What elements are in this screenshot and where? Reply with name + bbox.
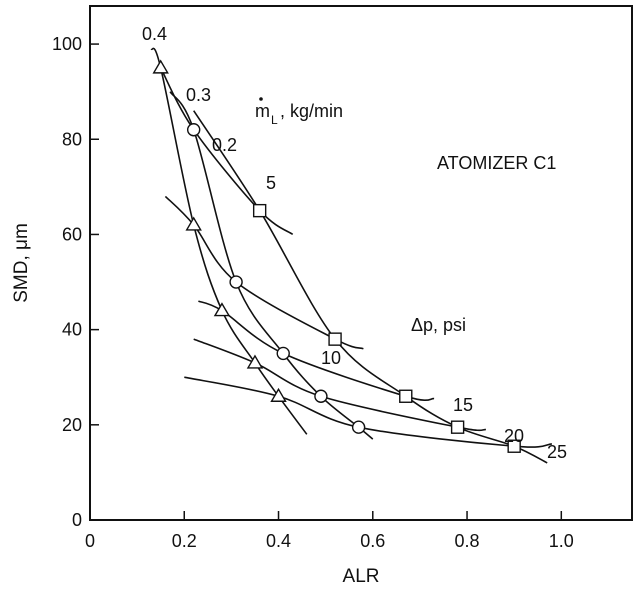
circle-marker	[314, 389, 328, 403]
y-tick-label: 40	[62, 320, 82, 340]
series-label-15: 15	[453, 395, 473, 415]
x-axis-label: ALR	[343, 566, 380, 587]
circle-marker	[351, 420, 366, 434]
triangle-marker	[152, 59, 169, 74]
series-label-20: 20	[504, 426, 524, 446]
triangle-marker	[246, 354, 264, 369]
pressure-curve-15	[198, 300, 435, 402]
series-label-5: 5	[266, 173, 276, 193]
series-label-0-4: 0.4	[142, 24, 167, 44]
square-marker	[252, 203, 267, 218]
series-labels-layer: 0.4 0.3 0.2 5 10 15 20 25	[142, 24, 567, 462]
flow-rate-subscript: L	[271, 113, 278, 127]
x-tick-label: 0.2	[172, 531, 197, 551]
flow-rate-units: , kg/min	[280, 101, 343, 121]
y-tick-label: 0	[72, 510, 82, 530]
x-tick-label: 1.0	[549, 531, 574, 551]
pressure-curve-5	[159, 67, 294, 236]
series-label-0-2: 0.2	[212, 135, 237, 155]
series-label-10: 10	[321, 348, 341, 368]
plot-frame	[89, 5, 633, 521]
flow-rate-dot	[259, 97, 263, 101]
ticks-layer: 0 0.2 0.4 0.6 0.8 1.0 0 20 40 60 80 100	[52, 34, 574, 551]
pressure-curve-25	[184, 376, 552, 448]
y-axis-label: SMD, μm	[11, 223, 32, 303]
x-tick-label: 0.4	[266, 531, 291, 551]
square-marker	[328, 332, 342, 346]
x-tick-label: 0.6	[360, 531, 385, 551]
square-marker	[399, 389, 413, 403]
y-tick-label: 60	[62, 224, 82, 244]
series-label-0-3: 0.3	[186, 85, 211, 105]
y-tick-label: 100	[52, 34, 82, 54]
curves-layer	[150, 47, 552, 464]
pressure-annotation: Δp, psi	[411, 315, 466, 335]
y-tick-label: 80	[62, 129, 82, 149]
circle-marker	[276, 346, 290, 361]
triangle-marker	[270, 387, 287, 402]
circle-marker	[186, 123, 201, 137]
triangle-marker	[213, 302, 231, 317]
markers-layer	[152, 59, 521, 453]
series-label-25: 25	[547, 442, 567, 462]
circle-marker	[229, 275, 243, 289]
y-tick-label: 20	[62, 415, 82, 435]
square-marker	[450, 420, 465, 434]
x-tick-label: 0	[85, 531, 95, 551]
square-marker	[507, 439, 521, 453]
triangle-marker	[185, 216, 202, 231]
flow-rate-symbol: m	[255, 101, 270, 121]
atomizer-annotation: ATOMIZER C1	[437, 153, 556, 173]
x-tick-label: 0.8	[455, 531, 480, 551]
flow-rate-annotation: m L , kg/min	[255, 97, 343, 127]
